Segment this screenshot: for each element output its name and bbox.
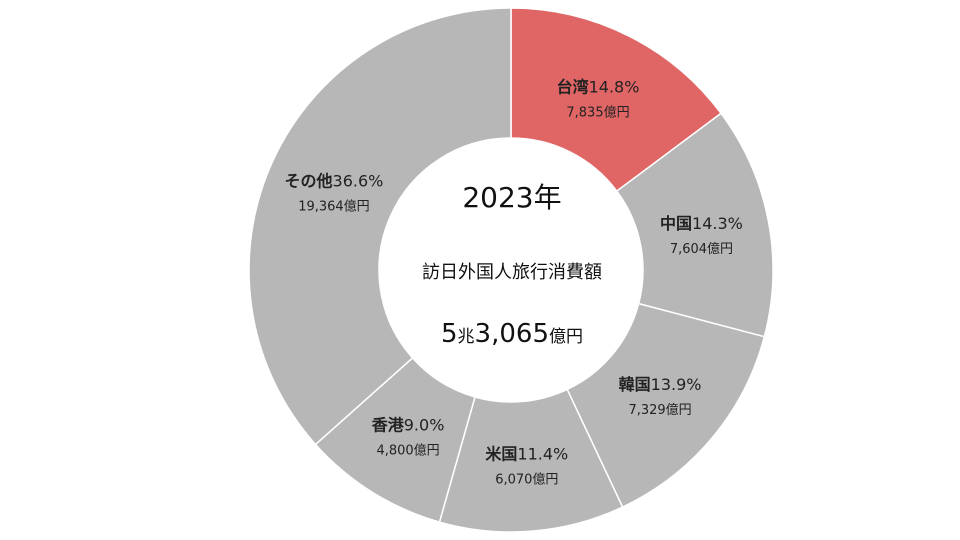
slice-name-5: その他 [285,172,333,191]
slice-amount-5: 19,364億円 [298,199,370,215]
slice-percent-5: 36.6% [333,172,384,191]
slice-percent-2: 13.9% [651,375,702,394]
slice-amount-3: 6,070億円 [495,471,558,487]
slice-name-3: 米国 [485,444,517,463]
slice-amount-2: 7,329億円 [628,402,691,418]
slice-percent-3: 11.4% [517,444,568,463]
slice-label-4: 香港9.0% [371,415,445,434]
slice-label-5: その他36.6% [285,172,384,191]
donut-slice-1 [615,112,774,338]
slice-label-3: 米国11.4% [485,444,568,463]
center-title: 訪日外国人旅行消費額 [422,262,602,283]
slice-percent-1: 14.3% [692,214,743,233]
slice-name-2: 韓国 [619,375,651,394]
center-total-unit2: 億円 [549,327,583,347]
slice-percent-0: 14.8% [589,78,640,97]
center-total-prefix: 5 [441,319,458,349]
slice-name-0: 台湾 [557,78,589,97]
slice-percent-4: 9.0% [404,415,445,434]
slice-amount-0: 7,835億円 [566,105,629,121]
donut-slices [248,7,774,533]
center-total: 5兆3,065億円 [441,319,583,349]
donut-slice-5 [248,7,512,446]
slice-name-4: 香港 [371,415,405,434]
donut-slice-0 [510,7,723,193]
center-total-number: 3,065 [475,319,549,349]
slice-label-0: 台湾14.8% [557,78,640,97]
slice-label-2: 韓国13.9% [619,375,702,394]
slice-label-1: 中国14.3% [660,214,743,233]
slice-name-1: 中国 [660,214,692,233]
center-year: 2023年 [462,181,561,214]
slice-amount-1: 7,604億円 [670,241,733,257]
center-total-unit1: 兆 [458,327,475,347]
slice-amount-4: 4,800億円 [376,442,439,458]
donut-center: 2023年 訪日外国人旅行消費額 5兆3,065億円 [422,181,602,349]
